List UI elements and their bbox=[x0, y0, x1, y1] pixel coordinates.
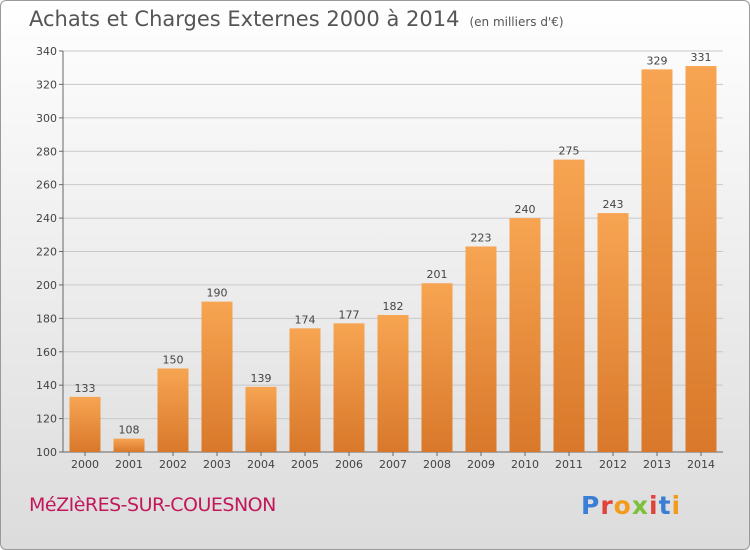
logo-letter: t bbox=[658, 491, 672, 520]
bar bbox=[113, 438, 145, 452]
y-tick-label: 220 bbox=[36, 246, 57, 259]
data-label: 150 bbox=[163, 353, 184, 366]
bar bbox=[465, 246, 497, 452]
bar bbox=[597, 213, 629, 452]
bar bbox=[509, 218, 541, 452]
bars bbox=[69, 66, 717, 453]
x-tick-label: 2002 bbox=[159, 458, 187, 471]
bar bbox=[641, 69, 673, 453]
x-tick-label: 2001 bbox=[115, 458, 143, 471]
x-tick-label: 2005 bbox=[291, 458, 319, 471]
x-tick-label: 2013 bbox=[643, 458, 671, 471]
x-tick-label: 2012 bbox=[599, 458, 627, 471]
bar bbox=[421, 283, 453, 452]
y-tick-label: 100 bbox=[36, 446, 57, 459]
y-tick-label: 120 bbox=[36, 413, 57, 426]
data-label: 201 bbox=[427, 268, 448, 281]
y-tick-label: 160 bbox=[36, 346, 57, 359]
x-tick-label: 2011 bbox=[555, 458, 583, 471]
x-tick-label: 2009 bbox=[467, 458, 495, 471]
axes: 100 120 140 160 180 200 220 240 260 280 300 320 340 2… bbox=[36, 45, 723, 471]
data-label: 329 bbox=[647, 54, 668, 67]
x-tick-label: 2014 bbox=[687, 458, 715, 471]
y-tick-label: 200 bbox=[36, 279, 57, 292]
place-name: MéZIèRES-SUR-COUESNON bbox=[29, 494, 276, 516]
bar bbox=[201, 301, 233, 452]
y-tick-label: 240 bbox=[36, 212, 57, 225]
data-label: 223 bbox=[471, 231, 492, 244]
data-label: 243 bbox=[603, 198, 624, 211]
y-tick-label: 340 bbox=[36, 45, 57, 58]
data-label: 174 bbox=[295, 313, 316, 326]
logo-letter: i bbox=[649, 491, 659, 520]
x-tick-label: 2010 bbox=[511, 458, 539, 471]
bar bbox=[333, 323, 365, 452]
y-tick-label: 260 bbox=[36, 179, 57, 192]
chart-title: Achats et Charges Externes 2000 à 2014 (e… bbox=[29, 7, 564, 31]
data-label: 133 bbox=[75, 382, 96, 395]
logo-letter: P bbox=[581, 491, 601, 520]
x-tick-label: 2004 bbox=[247, 458, 275, 471]
bar bbox=[157, 368, 189, 452]
data-label: 190 bbox=[207, 287, 228, 300]
y-tick-label: 280 bbox=[36, 145, 57, 158]
x-tick-label: 2007 bbox=[379, 458, 407, 471]
bar bbox=[69, 396, 101, 452]
bar bbox=[685, 66, 717, 452]
data-label: 139 bbox=[251, 372, 272, 385]
data-labels: 133 108 150 190 139 174 177 182 201 223 240 275 243 3… bbox=[75, 51, 712, 437]
bar bbox=[289, 328, 321, 452]
bar bbox=[377, 314, 409, 452]
x-tick-label: 2006 bbox=[335, 458, 363, 471]
data-label: 240 bbox=[515, 203, 536, 216]
y-tick-label: 320 bbox=[36, 78, 57, 91]
data-label: 177 bbox=[339, 308, 360, 321]
data-label: 108 bbox=[119, 424, 140, 437]
logo-letter: r bbox=[600, 491, 614, 520]
logo-letter: i bbox=[671, 491, 682, 520]
bar bbox=[553, 159, 585, 452]
title-text: Achats et Charges Externes 2000 à 2014 bbox=[29, 7, 460, 31]
data-label: 182 bbox=[383, 300, 404, 313]
x-tick-label: 2008 bbox=[423, 458, 451, 471]
y-tick-label: 140 bbox=[36, 379, 57, 392]
chart-subtitle: (en milliers d'€) bbox=[469, 15, 564, 29]
x-tick-label: 2000 bbox=[71, 458, 99, 471]
logo-letter: x bbox=[631, 491, 649, 520]
logo-letter: o bbox=[613, 491, 632, 520]
y-tick-label: 300 bbox=[36, 112, 57, 125]
data-label: 275 bbox=[559, 145, 580, 158]
y-tick-label: 180 bbox=[36, 312, 57, 325]
bar bbox=[245, 386, 277, 452]
data-label: 331 bbox=[691, 51, 712, 64]
proxiti-logo[interactable]: Proxiti bbox=[581, 491, 681, 520]
x-tick-label: 2003 bbox=[203, 458, 231, 471]
